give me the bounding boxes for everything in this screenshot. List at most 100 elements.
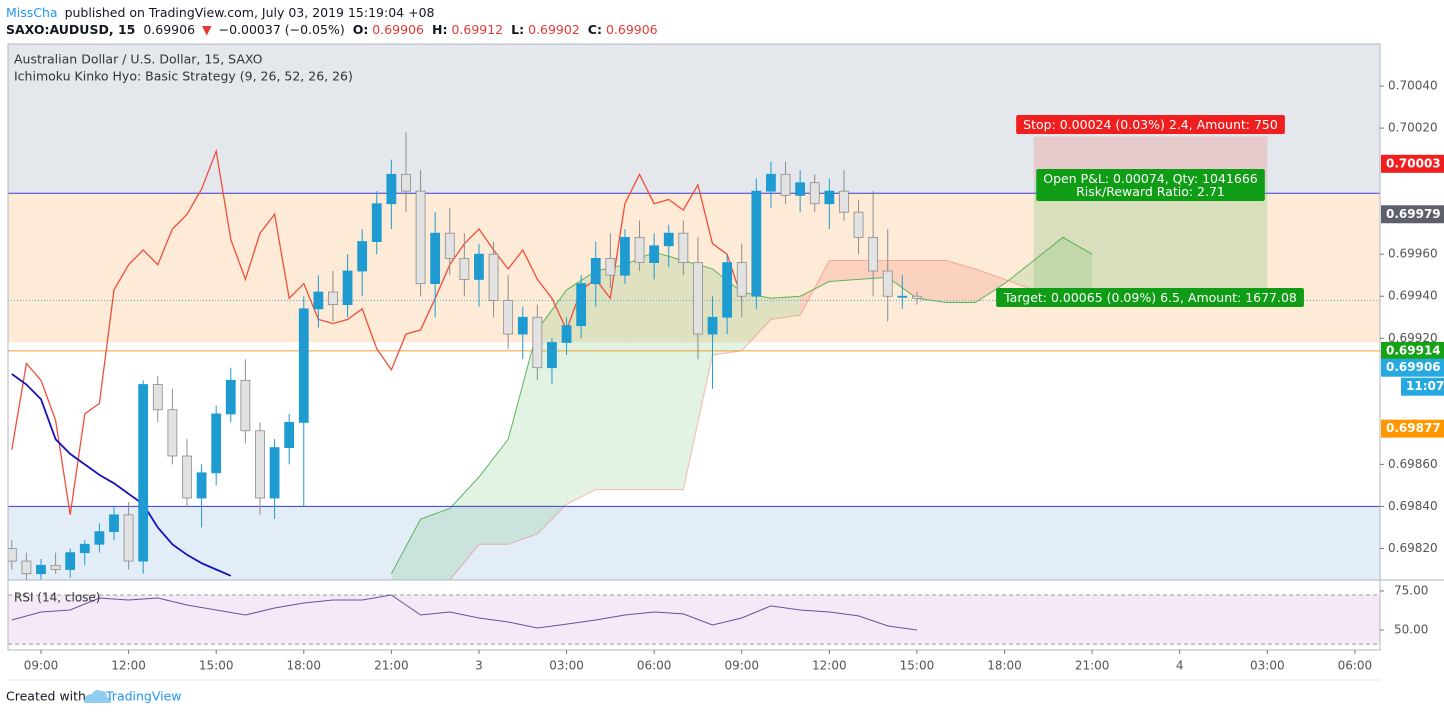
candle-body: [109, 514, 119, 533]
candle-body: [634, 236, 645, 264]
candle-body: [357, 241, 368, 272]
candle-body: [780, 173, 791, 196]
moving-line: [11, 373, 232, 577]
candle-body: [853, 211, 864, 238]
candle-body: [839, 190, 849, 213]
last-price: 0.69906: [143, 22, 195, 37]
cloud-segment: [654, 252, 684, 490]
candle-body: [459, 257, 470, 280]
symbol: SAXO:AUDUSD, 15: [6, 22, 135, 37]
cloud-segment: [391, 519, 421, 580]
cloud-segment: [829, 260, 859, 282]
candle-body: [79, 543, 90, 554]
x-tick-label: 06:00: [1338, 659, 1373, 673]
open-value: 0.69906: [372, 22, 424, 37]
x-tick-label: 21:00: [374, 659, 409, 673]
candle-body: [444, 232, 455, 259]
tradingview-logo[interactable]: [84, 690, 111, 703]
candle-body: [21, 560, 32, 575]
cloud-segment: [479, 439, 509, 545]
author[interactable]: MissCha: [6, 5, 58, 20]
rsi-label: RSI (14, close): [14, 591, 100, 605]
price-tag: [1381, 341, 1444, 360]
candle-body: [152, 384, 163, 411]
cloud-segment: [683, 260, 713, 490]
rsi-band: [8, 595, 1380, 645]
cloud-segment: [916, 260, 947, 303]
candle-body: [123, 514, 134, 562]
candle-body: [386, 173, 397, 205]
y-tick-label: 0.69960: [1388, 247, 1438, 261]
stop-label-box: [1016, 114, 1285, 134]
rsi-tick-label: 50.00: [1394, 623, 1428, 637]
cloud-segment: [508, 329, 538, 545]
price-tag-label: 0.69914: [1386, 343, 1441, 357]
candle-body: [722, 262, 733, 318]
x-tick-label: 18:00: [987, 659, 1022, 673]
price-tag: [1381, 358, 1444, 377]
candle-body: [284, 421, 295, 448]
candle-body: [868, 236, 879, 272]
low-value: 0.69902: [528, 22, 580, 37]
candle-body: [882, 270, 893, 297]
x-tick-label: 15:00: [900, 659, 935, 673]
candle-body: [415, 190, 426, 285]
low-label: L:: [511, 22, 524, 37]
cloud-segment: [624, 252, 655, 490]
x-tick-label: 09:00: [724, 659, 759, 673]
candle-body: [707, 316, 718, 335]
candle-body: [766, 173, 776, 192]
candle-body: [474, 253, 484, 280]
change-arrow: ▼: [202, 22, 212, 37]
candle-body: [736, 262, 747, 297]
y-tick-label: 0.70040: [1388, 79, 1438, 93]
candle-body: [328, 291, 338, 306]
candle-body: [620, 236, 630, 276]
x-tick-label: 21:00: [1075, 659, 1110, 673]
candle-body: [590, 257, 601, 285]
pnl-label-text: Open P&L: 0.00074, Qty: 1041666: [1043, 171, 1258, 186]
candle-body: [371, 203, 382, 242]
candle-body: [678, 232, 689, 264]
candle-body: [503, 300, 514, 335]
y-tick-label: 0.69860: [1388, 457, 1438, 471]
candle-body: [196, 472, 207, 499]
rsi-pane: [8, 594, 1380, 645]
candle-body: [488, 253, 499, 301]
candle-body: [313, 291, 324, 310]
change: −0.00037 (−0.05%): [219, 22, 345, 37]
y-tick-label: 0.69820: [1388, 541, 1438, 555]
candle-body: [547, 342, 557, 369]
y-tick-label: 0.69840: [1388, 499, 1438, 513]
cloud-segment: [1062, 237, 1093, 299]
pnl-label: Open P&L: 0.00074, Qty: 1041666Risk/Rewa…: [1036, 169, 1265, 202]
candle-body: [65, 552, 76, 570]
x-tick-label: 3: [475, 659, 483, 673]
cloud-segment: [741, 292, 771, 351]
candle-body: [751, 190, 762, 297]
price-tag-label: 0.70003: [1386, 156, 1441, 170]
candle-body: [342, 270, 353, 306]
candle-body: [94, 531, 105, 545]
cloud-segment: [946, 260, 976, 303]
rsi-tick-label: 75.00: [1394, 583, 1428, 597]
cloud-segment: [595, 264, 625, 490]
target-label-text: Target: 0.00065 (0.09%) 6.5, Amount: 167…: [1003, 290, 1297, 305]
candle-body: [401, 173, 411, 192]
cloud-segment: [1004, 260, 1034, 290]
candle-body: [50, 564, 61, 570]
cloud-segment: [770, 296, 801, 320]
price-pane: [8, 44, 1380, 580]
rsi-line: [11, 594, 917, 631]
overlay: Stop: 0.00024 (0.03%) 2.4, Amount: 750 Op…: [996, 114, 1304, 307]
price-tag-label: 0.69906: [1386, 360, 1441, 374]
x-tick-label: 12:00: [111, 659, 146, 673]
high-value: 0.69912: [451, 22, 503, 37]
chart-subtitle: Ichimoku Kinko Hyo: Basic Strategy (9, 2…: [14, 69, 353, 84]
countdown-label: 11:07: [1406, 379, 1444, 393]
price-tag: [1381, 154, 1444, 173]
x-tick-label: 03:00: [549, 659, 584, 673]
footer-brand[interactable]: TradingView: [105, 689, 182, 704]
candle-body: [897, 295, 908, 298]
